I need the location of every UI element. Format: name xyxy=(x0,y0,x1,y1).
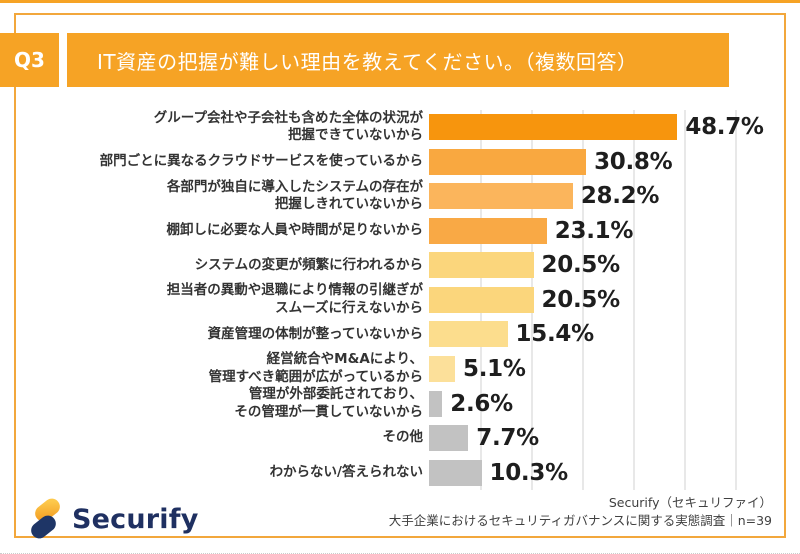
value-label: 30.8% xyxy=(594,148,673,175)
chart-row: 担当者の異動や退職により情報の引継ぎが スムーズに行えないから 20.5% xyxy=(24,282,786,318)
category-label: システムの変更が頻繁に行われるから xyxy=(194,256,423,273)
category-label: わからない/答えられない xyxy=(269,463,423,480)
chart-row: 部門ごとに異なるクラウドサービスを使っているから 30.8% xyxy=(24,145,786,180)
bar-chart: グループ会社や子会社も含めた全体の状況が 把握できていないから 48.7% 部門ごと… xyxy=(24,110,786,490)
source-line-2: 大手企業におけるセキュリティガバナンスに関する実態調査｜n=39 xyxy=(388,512,772,528)
chart-row: システムの変更が頻繁に行われるから 20.5% xyxy=(24,248,786,283)
value-label: 28.2% xyxy=(580,183,660,210)
bar xyxy=(429,390,443,417)
question-number-badge: Q3 xyxy=(0,33,59,87)
bar xyxy=(429,321,508,348)
gridline xyxy=(684,110,686,490)
category-label: 棚卸しに必要な人員や時間が足りないから xyxy=(166,222,424,239)
question-title-bar: IT資産の把握が難しい理由を教えてください。（複数回答） xyxy=(67,33,729,87)
category-label: グループ会社や子会社も含めた全体の状況が 把握できていないから xyxy=(153,109,423,144)
value-label: 48.7% xyxy=(685,114,764,141)
value-label: 7.7% xyxy=(476,425,539,452)
securify-logo: Securify xyxy=(27,495,199,542)
value-label: 5.1% xyxy=(463,355,526,382)
bar xyxy=(429,252,534,279)
value-label: 20.5% xyxy=(541,252,621,279)
securify-logo-icon xyxy=(27,495,64,542)
bar xyxy=(429,355,455,382)
chart-row: その他 7.7% xyxy=(24,421,786,456)
gridline xyxy=(735,110,737,490)
bar xyxy=(429,148,587,175)
value-label: 23.1% xyxy=(554,217,634,244)
bar xyxy=(429,114,678,141)
value-label: 20.5% xyxy=(541,286,621,313)
source-line-1: Securify（セキュリファイ） xyxy=(608,495,772,510)
chart-row: グループ会社や子会社も含めた全体の状況が 把握できていないから 48.7% xyxy=(24,110,786,145)
top-accent-strip xyxy=(0,0,800,3)
value-label: 2.6% xyxy=(450,390,513,417)
logo-navy-pill-icon xyxy=(27,512,60,542)
securify-wordmark: Securify xyxy=(72,503,199,535)
category-label: 各部門が独自に導入したシステムの存在が 把握しきれていないから xyxy=(166,178,423,213)
category-label: 管理が外部委託されており、 その管理が一貫していないから xyxy=(234,386,423,420)
category-label: 部門ごとに異なるクラウドサービスを使っているから xyxy=(99,153,423,170)
value-label: 10.3% xyxy=(489,459,569,486)
gridline xyxy=(582,110,584,490)
chart-row: 資産管理の体制が整っていないから 15.4% xyxy=(24,317,786,352)
chart-row: 各部門が独自に導入したシステムの存在が 把握しきれていないから 28.2% xyxy=(24,179,786,214)
bar xyxy=(429,217,547,244)
bar xyxy=(429,183,573,210)
value-label: 15.4% xyxy=(515,321,595,348)
chart-row: 管理が外部委託されており、 その管理が一貫していないから 2.6% xyxy=(24,386,786,421)
chart-rows: グループ会社や子会社も含めた全体の状況が 把握できていないから 48.7% 部門ごと… xyxy=(24,110,786,490)
chart-row: 棚卸しに必要な人員や時間が足りないから 23.1% xyxy=(24,214,786,249)
category-label: 経営統合やM&Aにより、 管理すべき範囲が広がっているから xyxy=(208,351,423,385)
category-label: 資産管理の体制が整っていないから xyxy=(207,325,423,342)
bar xyxy=(429,459,482,486)
question-number-label: Q3 xyxy=(14,48,45,72)
source-attribution: Securify（セキュリファイ） 大手企業におけるセキュリティガバナンスに関す… xyxy=(389,494,772,529)
bar xyxy=(429,425,469,452)
question-title: IT資産の把握が難しい理由を教えてください。（複数回答） xyxy=(97,49,638,74)
category-label: その他 xyxy=(382,429,424,446)
bar xyxy=(429,286,534,313)
gridline xyxy=(633,110,635,490)
category-label: 担当者の異動や退職により情報の引継ぎが スムーズに行えないから xyxy=(166,282,423,316)
chart-row: 経営統合やM&Aにより、 管理すべき範囲が広がっているから 5.1% xyxy=(24,351,786,387)
infographic-card xyxy=(14,13,786,538)
chart-row: わからない/答えられない 10.3% xyxy=(24,455,786,490)
